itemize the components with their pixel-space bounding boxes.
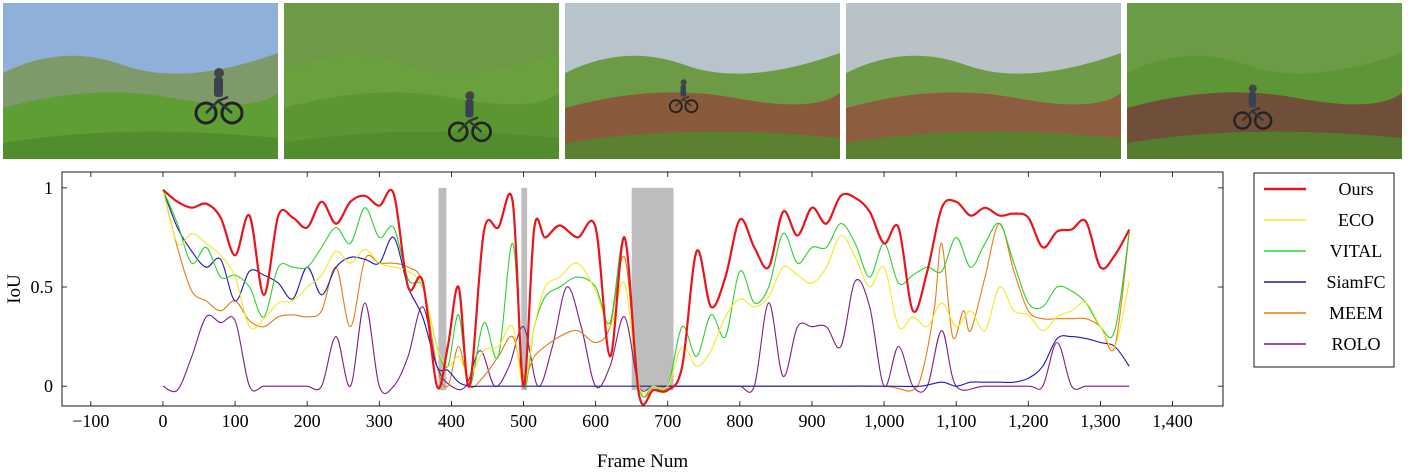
helmet	[465, 91, 475, 101]
rider	[194, 68, 244, 125]
x-tick-label: 200	[294, 411, 321, 431]
frame-3-scene	[565, 3, 840, 159]
y-tick-label: 0	[44, 376, 53, 396]
x-tick-label: 800	[726, 411, 753, 431]
rear-wheel	[1233, 111, 1252, 130]
grass	[3, 131, 278, 159]
rear-wheel	[668, 99, 683, 114]
rider-body	[465, 99, 474, 118]
front-wheel	[471, 121, 492, 143]
series-line-rolo	[162, 279, 1130, 395]
grass	[284, 131, 559, 159]
x-tick-label: 1,000	[864, 411, 905, 431]
frame-4	[846, 3, 1121, 159]
front-wheel	[1254, 111, 1273, 130]
plot-frame	[61, 171, 1224, 407]
rider	[447, 91, 492, 143]
frame-2-scene	[284, 3, 559, 159]
x-tick-label: 1,200	[1008, 411, 1049, 431]
front-wheel	[220, 101, 244, 125]
rider-body	[1248, 91, 1256, 108]
bike-frame	[675, 95, 692, 107]
legend-label-rolo: ROLO	[1332, 334, 1381, 354]
x-tick-label: 700	[654, 411, 681, 431]
x-tick-label: 300	[366, 411, 393, 431]
x-tick-label: −100	[72, 411, 109, 431]
y-tick-label: 0.5	[31, 277, 54, 297]
frame-1	[3, 3, 278, 159]
legend-label-eco: ECO	[1338, 210, 1374, 230]
grass	[565, 131, 840, 159]
rider-body	[680, 84, 686, 97]
legend-label-meem: MEEM	[1329, 303, 1383, 323]
occlusion-band	[631, 187, 674, 391]
iou-chart: −100 0 100 200 300 400 500 600 700 800 900 1,000 1,1…	[4, 171, 1395, 472]
x-tick-label: 900	[798, 411, 825, 431]
bike-frame	[205, 95, 233, 114]
frame-4-scene	[846, 3, 1121, 159]
helmet	[214, 68, 224, 78]
front-wheel	[684, 99, 699, 114]
frame-5-scene	[1127, 3, 1402, 159]
series-line-ours	[162, 188, 1131, 406]
grass	[1127, 131, 1402, 159]
grass	[846, 131, 1121, 159]
occlusion-band	[438, 187, 447, 391]
helmet	[1248, 84, 1257, 93]
x-tick-label: 1,100	[936, 411, 977, 431]
frame-5	[1127, 3, 1402, 159]
x-axis-label: Frame Num	[597, 451, 689, 472]
rear-wheel	[447, 121, 469, 143]
legend-label-ours: Ours	[1339, 179, 1374, 199]
frame-3	[565, 3, 840, 159]
video-frame-strip	[3, 3, 1403, 159]
y-axis-label: IoU	[4, 274, 25, 304]
helmet	[680, 79, 687, 86]
rear-wheel	[194, 101, 218, 125]
occlusion-band	[521, 187, 528, 391]
x-tick-label: 100	[222, 411, 249, 431]
x-tick-label: 1,400	[1152, 411, 1193, 431]
bike-frame	[1241, 106, 1264, 122]
frame-2	[284, 3, 559, 159]
y-tick-label: 1	[44, 178, 53, 198]
bike-frame	[457, 116, 483, 133]
rider	[1233, 84, 1273, 130]
series-line-siamfc	[162, 189, 1130, 388]
frame-1-scene	[3, 3, 278, 159]
legend-label-vital: VITAL	[1330, 241, 1383, 261]
series-lines	[162, 188, 1131, 406]
rider	[668, 79, 699, 114]
x-tick-label: 0	[158, 411, 167, 431]
rider-body	[214, 77, 223, 97]
x-tick-label: 400	[438, 411, 465, 431]
legend: Ours ECO VITAL SiamFC MEEM ROLO	[1253, 172, 1395, 368]
legend-box	[1253, 172, 1395, 368]
x-tick-label: 1,300	[1080, 411, 1121, 431]
legend-label-siamfc: SiamFC	[1326, 272, 1385, 292]
x-tick-label: 500	[510, 411, 537, 431]
x-tick-label: 600	[582, 411, 609, 431]
series-line-meem	[162, 189, 1130, 398]
